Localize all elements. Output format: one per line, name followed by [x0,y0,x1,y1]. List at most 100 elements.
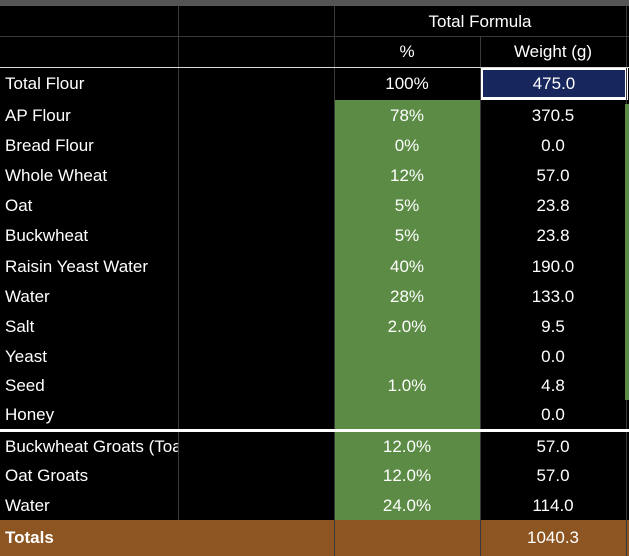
totals-weight-cell[interactable]: 1040.3 [480,520,626,556]
row-label: Water [5,286,50,306]
label-cell[interactable]: Oat [0,191,178,221]
weight-cell[interactable]: 370.5 [480,100,626,131]
weight-value: 57.0 [536,466,570,485]
percent-cell[interactable]: 5% [334,221,480,251]
totals-label-cell[interactable]: Totals [0,520,178,556]
percent-cell[interactable]: 0% [334,131,480,160]
percent-cell[interactable]: 40% [334,251,480,282]
table-row: Yeast 0.0 [0,342,629,371]
weight-value: 114.0 [532,495,574,515]
label-cell[interactable]: Buckwheat [0,221,178,251]
table-row: Oat 5% 23.8 [0,191,629,221]
weight-cell[interactable]: 114.0 [480,491,626,520]
row-label: Buckwheat Groats (Toasted) [5,436,178,456]
weight-value: 57.0 [536,165,570,185]
row-label: Water [5,495,50,515]
weight-value: 0.0 [541,346,565,366]
percent-cell[interactable]: 1.0% [334,371,480,400]
label-cell[interactable]: Salt [0,311,178,342]
extra-row: Buckwheat Groats (Toasted) 12.0% 57.0 [0,432,629,461]
percent-value: 28% [389,286,425,306]
weight-cell[interactable]: 9.5 [480,311,626,342]
grid-line [0,67,629,68]
label-cell[interactable]: Water [0,282,178,311]
label-cell[interactable]: Whole Wheat [0,160,178,191]
header-weight: Weight (g) [513,42,593,61]
row-label: Whole Wheat [5,165,108,185]
weight-cell[interactable]: 57.0 [480,432,626,461]
label-cell[interactable]: Water [0,491,178,520]
percent-value: 12.0% [382,466,432,485]
table-row: Seed 1.0% 4.8 [0,371,629,400]
table-row: Water 28% 133.0 [0,282,629,311]
label-cell[interactable]: Raisin Yeast Water [0,251,178,282]
table-row: Bread Flour 0% 0.0 [0,131,629,160]
table-row: AP Flour 78% 370.5 [0,100,629,131]
row-label: AP Flour [5,105,71,125]
header-percent: % [399,42,415,61]
weight-value: 0.0 [541,404,565,424]
grid-line [480,37,481,556]
label-cell[interactable]: AP Flour [0,100,178,131]
label-cell[interactable]: Total Flour [0,67,178,100]
percent-cell[interactable]: 24.0% [334,491,480,520]
label-cell[interactable]: Honey [0,400,178,429]
percent-cell[interactable]: 12% [334,160,480,191]
header-group-title: Total Formula [428,12,532,31]
label-cell[interactable]: Bread Flour [0,131,178,160]
weight-value: 9.5 [541,316,565,336]
weight-cell[interactable]: 0.0 [480,131,626,160]
percent-cell[interactable]: 2.0% [334,311,480,342]
table-row: Buckwheat 5% 23.8 [0,221,629,251]
label-cell[interactable]: Oat Groats [0,461,178,491]
percent-cell[interactable]: 28% [334,282,480,311]
weight-cell[interactable]: 0.0 [480,400,626,429]
weight-cell[interactable]: 0.0 [480,342,626,371]
weight-cell[interactable]: 133.0 [480,282,626,311]
label-cell[interactable]: Buckwheat Groats (Toasted) [0,432,178,461]
weight-value: 23.8 [536,196,570,215]
label-cell[interactable]: Yeast [0,342,178,371]
header-percent-cell[interactable]: % [334,37,480,67]
row-label: Bread Flour [5,135,94,155]
weight-cell[interactable]: 23.8 [480,221,626,251]
weight-cell[interactable]: 57.0 [480,160,626,191]
totals-row: Totals 1040.3 [0,520,629,556]
percent-cell[interactable] [334,342,480,371]
percent-value: 24.0% [382,495,432,515]
row-label: Raisin Yeast Water [5,256,148,276]
weight-cell[interactable]: 57.0 [480,461,626,491]
weight-value: 4.8 [541,375,565,395]
label-cell[interactable]: Seed [0,371,178,400]
percent-value: 100% [385,73,429,93]
percent-cell[interactable]: 100% [334,67,480,100]
percent-cell[interactable]: 5% [334,191,480,221]
grid-line [334,0,335,556]
weight-cell[interactable]: 190.0 [480,251,626,282]
percent-value: 0% [394,135,420,155]
selected-cell-value: 475.0 [532,73,576,93]
row-label: Oat Groats [5,466,89,485]
percent-cell[interactable]: 78% [334,100,480,131]
percent-value: 40% [389,256,425,276]
percent-value: 5% [394,196,420,215]
percent-cell[interactable]: 12.0% [334,432,480,461]
row-label: Yeast [5,346,47,366]
row-label: Honey [5,404,55,424]
percent-cell[interactable]: 12.0% [334,461,480,491]
totals-weight: 1040.3 [527,528,579,547]
grid-line [0,0,629,6]
percent-value: 12% [389,165,425,185]
weight-cell[interactable]: 23.8 [480,191,626,221]
right-edge-fill [625,104,629,400]
weight-cell[interactable]: 4.8 [480,371,626,400]
weight-value: 133.0 [531,286,575,306]
table-row: Honey 0.0 [0,400,629,429]
percent-cell[interactable] [334,400,480,429]
header-group-title-cell[interactable]: Total Formula [334,7,626,37]
selected-cell-total-flour-weight[interactable]: 475.0 [480,67,628,100]
percent-value: 78% [389,105,425,125]
weight-value: 57.0 [536,436,570,456]
header-weight-cell[interactable]: Weight (g) [480,37,626,67]
percent-value: 5% [394,226,420,245]
